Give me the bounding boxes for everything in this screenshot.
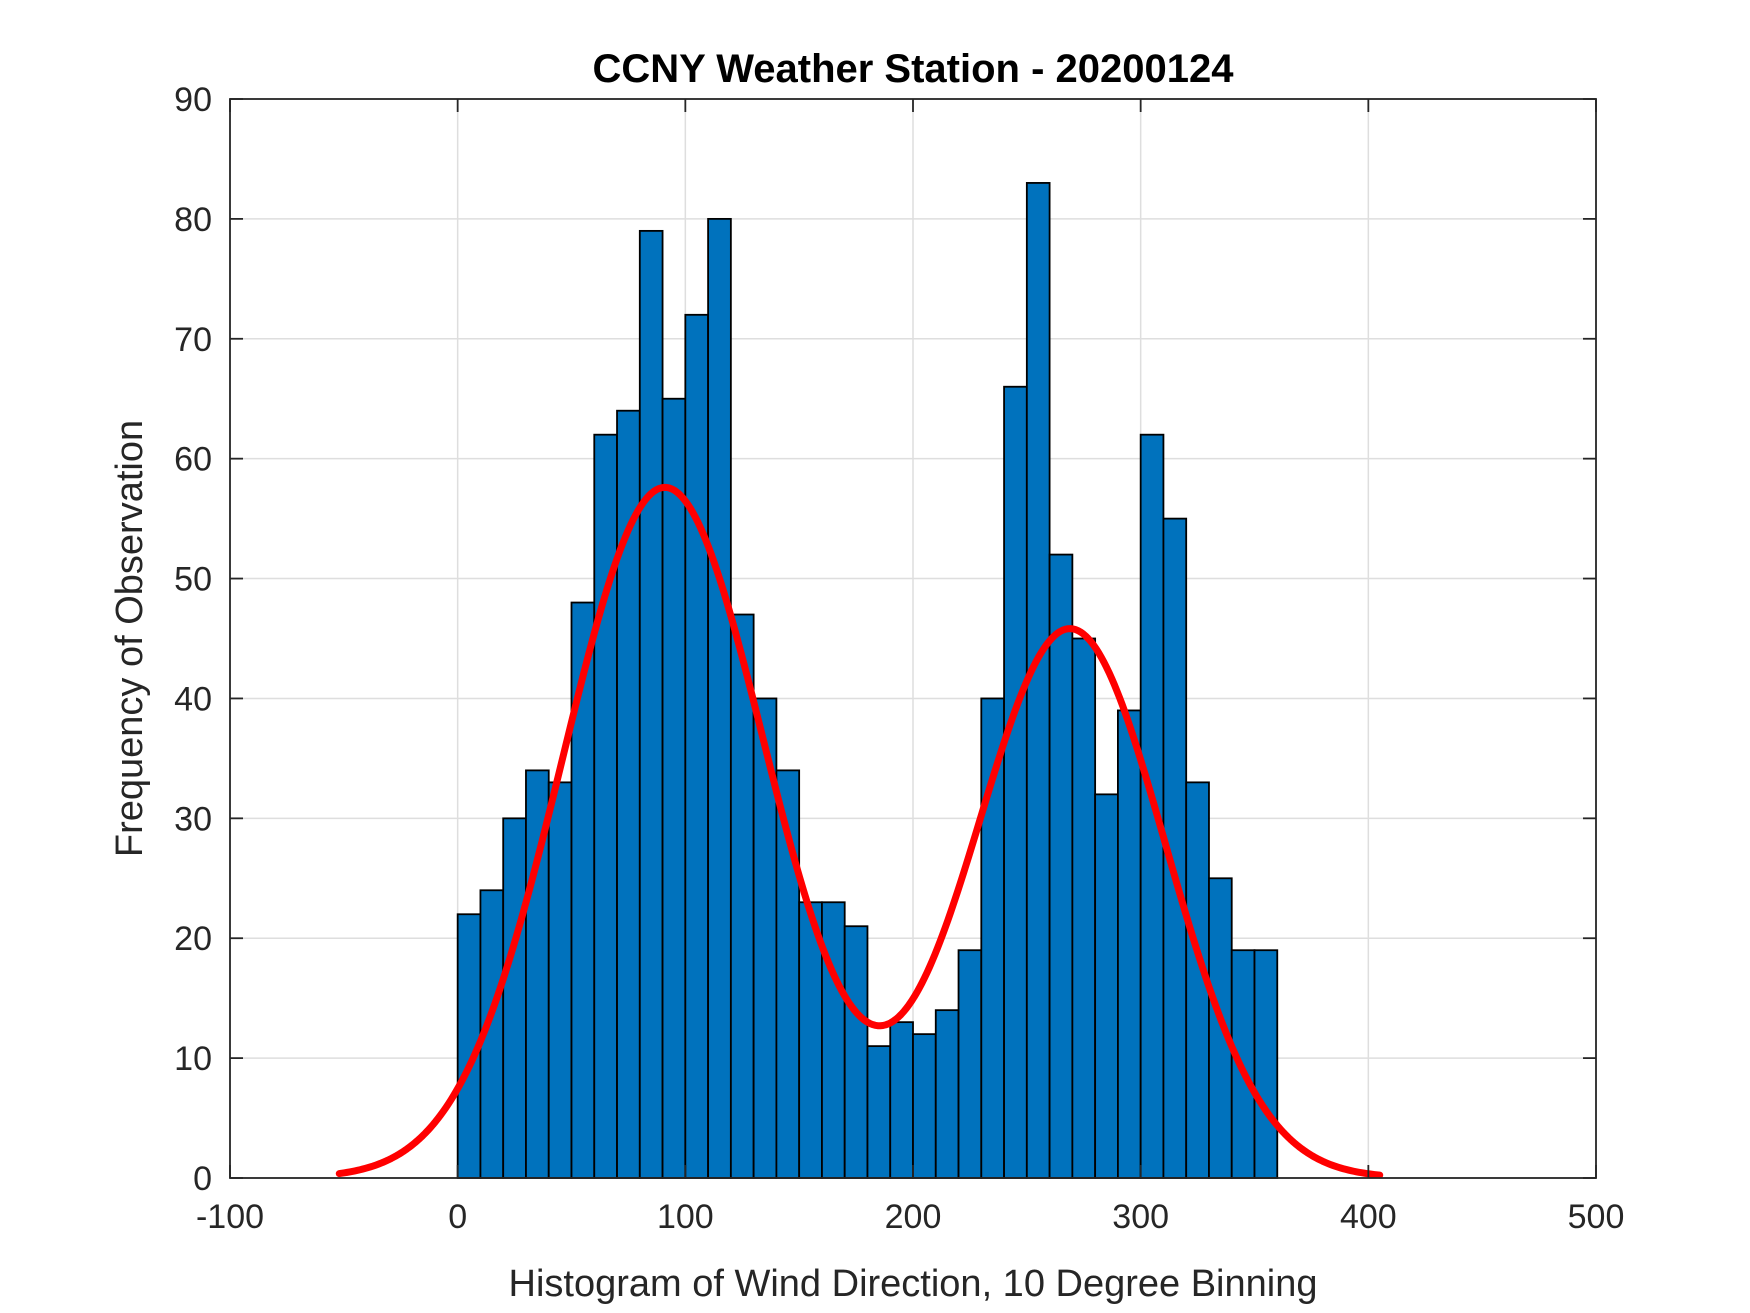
histogram-bar [912,1033,937,1179]
x-tick-label: 100 [657,1198,714,1236]
y-tick-label: 20 [174,920,212,958]
fit-curve [335,483,1384,1179]
x-tick-label: 300 [1112,1198,1169,1236]
histogram-bar [502,817,527,1179]
histogram-bar [1094,793,1119,1179]
histogram-bar [1003,385,1028,1179]
histogram-bar [1117,709,1142,1179]
y-tick-label: 40 [174,680,212,718]
y-tick-label: 10 [174,1040,212,1078]
histogram-bar [638,229,664,1179]
histogram-bar [821,901,846,1179]
x-tick-label: 200 [885,1198,942,1236]
chart-title: CCNY Weather Station - 20200124 [593,47,1235,91]
y-tick-label: 0 [193,1160,212,1198]
histogram-bar [1071,637,1097,1179]
y-tick-label: 80 [174,201,212,239]
y-tick-label: 30 [174,800,212,838]
y-tick-label: 70 [174,321,212,359]
histogram-bar [957,949,983,1179]
histogram-bar [661,397,687,1179]
y-tick-label: 50 [174,561,212,599]
histogram-bar [707,217,732,1179]
histogram-bar [684,313,709,1179]
x-axis-label: Histogram of Wind Direction, 10 Degree B… [509,1263,1318,1305]
y-axis-label: Frequency of Observation [109,420,151,857]
histogram-bar [889,1021,914,1179]
fit-curve-group [335,483,1384,1179]
x-tick-label: 500 [1568,1198,1625,1236]
histogram-bar [934,1009,960,1179]
x-tick-label: 400 [1340,1198,1397,1236]
y-tick-label: 90 [174,81,212,119]
histogram-bar [843,925,869,1179]
histogram-bar [1253,949,1279,1179]
histogram-bar [866,1045,892,1179]
x-tick-label: 0 [448,1198,467,1236]
histogram-bar [1208,877,1233,1179]
histogram-bars [456,182,1279,1179]
x-tick-label: -100 [196,1198,264,1236]
grid-lines [229,98,1597,1179]
histogram-bar [593,433,618,1179]
histogram-bar [547,781,573,1179]
histogram-bar [1048,553,1074,1179]
y-tick-label: 60 [174,441,212,479]
